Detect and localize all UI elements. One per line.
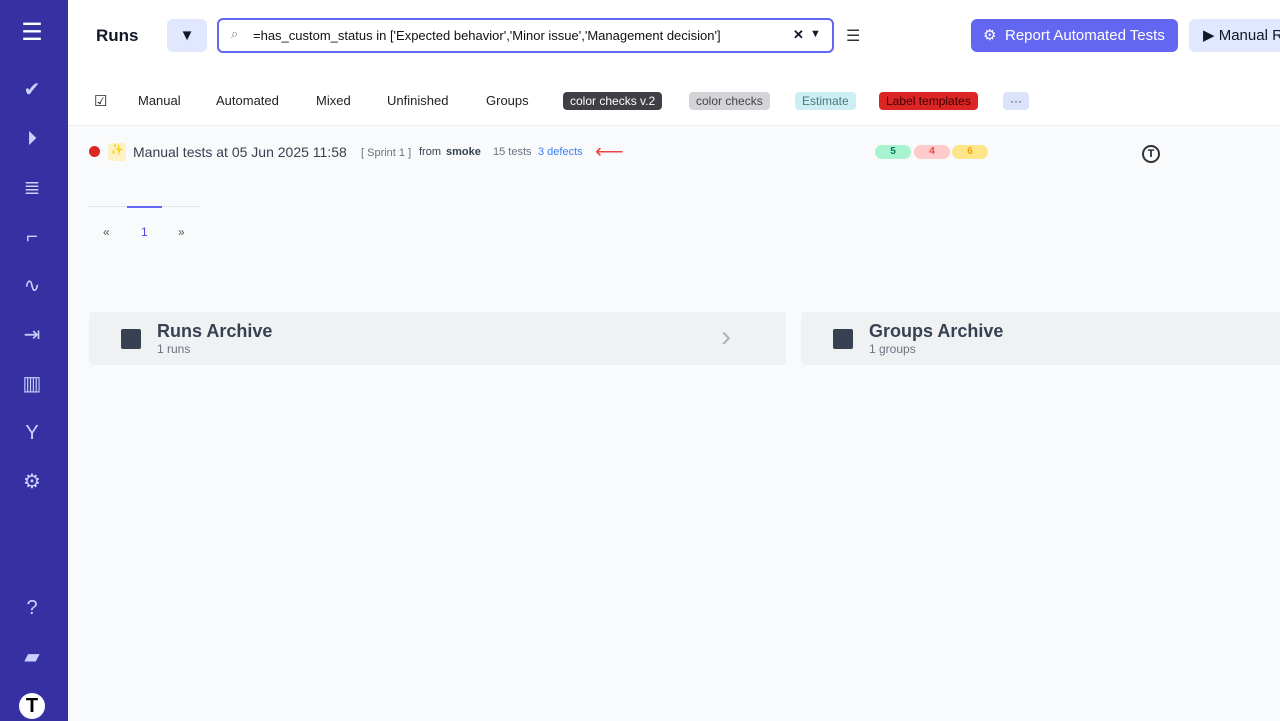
groups-archive-card[interactable]: Groups Archive 1 groups bbox=[801, 312, 1280, 365]
tab-manual[interactable]: Manual bbox=[138, 93, 181, 108]
archive-icon bbox=[833, 329, 853, 349]
groups-archive-count: 1 groups bbox=[869, 342, 916, 356]
import-icon[interactable]: ⇥ bbox=[23, 324, 41, 346]
run-from-prefix: from bbox=[419, 146, 441, 158]
pager-next[interactable]: » bbox=[178, 225, 185, 239]
skipped-count-badge: 6 bbox=[952, 145, 988, 159]
play-icon[interactable]: ⏵ bbox=[27, 128, 37, 150]
pager-page-1[interactable]: 1 bbox=[141, 225, 148, 239]
run-from: smoke bbox=[446, 146, 481, 158]
page-title: Runs bbox=[96, 26, 139, 45]
passed-count-badge: 5 bbox=[875, 145, 911, 159]
play-icon: ▶ bbox=[1203, 27, 1219, 44]
runs-archive-card[interactable]: Runs Archive 1 runs › bbox=[89, 312, 786, 365]
run-tests-count: 15 tests bbox=[493, 146, 532, 158]
manual-run-button[interactable]: ▶ Manual R bbox=[1189, 19, 1280, 52]
menu-icon[interactable]: ☰ bbox=[21, 19, 43, 46]
label-color-checks[interactable]: color checks bbox=[689, 92, 770, 110]
chevron-down-icon[interactable]: ▼ bbox=[810, 28, 821, 40]
runs-archive-count: 1 runs bbox=[157, 342, 191, 356]
checklist-icon[interactable]: ≣ bbox=[23, 177, 41, 199]
pager-active-indicator bbox=[127, 206, 162, 208]
clear-icon[interactable]: ✕ bbox=[793, 27, 804, 42]
archive-icon bbox=[121, 329, 141, 349]
testomat-logo-icon[interactable]: T bbox=[19, 693, 45, 719]
filter-icon: ▼ bbox=[179, 27, 195, 44]
runs-archive-title: Runs Archive bbox=[157, 321, 273, 341]
sliders-icon[interactable]: ☰ bbox=[846, 28, 861, 45]
stairs-icon[interactable]: ⌐ bbox=[26, 226, 38, 248]
label-color-checks-v2[interactable]: color checks v.2 bbox=[563, 92, 663, 110]
help-icon[interactable]: ? bbox=[26, 597, 38, 619]
arrow-left-icon: ⟵ bbox=[595, 141, 624, 163]
select-all-icon[interactable]: ☑ bbox=[94, 93, 108, 110]
tab-automated[interactable]: Automated bbox=[216, 93, 279, 108]
sidebar: ☰ ✔ ⏵ ≣ ⌐ ∿ ⇥ ▥ Y ⚙ ? ▰ T bbox=[0, 0, 68, 721]
pager-prev[interactable]: « bbox=[103, 225, 110, 239]
manual-label: Manual R bbox=[1218, 27, 1280, 44]
manual-run-icon: ✨ bbox=[108, 143, 126, 161]
label-estimate[interactable]: Estimate bbox=[795, 92, 856, 110]
label-templates[interactable]: Label templates bbox=[879, 92, 978, 110]
gear-icon[interactable]: ⚙ bbox=[23, 471, 41, 493]
branch-icon[interactable]: Y bbox=[25, 422, 39, 444]
run-defects-link[interactable]: 3 defects bbox=[538, 146, 583, 158]
run-title[interactable]: Manual tests at 05 Jun 2025 11:58 bbox=[133, 144, 347, 160]
failed-count-badge: 4 bbox=[914, 145, 950, 159]
check-icon[interactable]: ✔ bbox=[23, 79, 41, 101]
tab-unfinished[interactable]: Unfinished bbox=[387, 93, 449, 108]
chevron-right-icon: › bbox=[721, 320, 731, 353]
tab-groups[interactable]: Groups bbox=[486, 93, 529, 108]
gear-icon: ⚙ bbox=[983, 27, 997, 44]
search-input[interactable]: ⌕ =has_custom_status in ['Expected behav… bbox=[217, 18, 834, 53]
testomat-avatar-icon: T bbox=[1142, 145, 1160, 163]
pulse-icon[interactable]: ∿ bbox=[23, 275, 41, 297]
tabs-bar: ☑ Manual Automated Mixed Unfinished Grou… bbox=[68, 70, 1280, 126]
failed-status-icon bbox=[89, 146, 100, 157]
more-labels-button[interactable]: ··· bbox=[1003, 92, 1029, 110]
filter-button[interactable]: ▼ bbox=[167, 19, 207, 52]
search-icon: ⌕ bbox=[231, 26, 239, 41]
report-label: Report Automated Tests bbox=[1005, 27, 1165, 44]
run-sprint: [ Sprint 1 ] bbox=[361, 147, 412, 159]
tab-mixed[interactable]: Mixed bbox=[316, 93, 351, 108]
folder-icon[interactable]: ▰ bbox=[24, 646, 40, 668]
chart-icon[interactable]: ▥ bbox=[22, 373, 42, 395]
report-automated-tests-button[interactable]: ⚙ Report Automated Tests bbox=[971, 19, 1178, 52]
search-query: =has_custom_status in ['Expected behavio… bbox=[253, 28, 721, 43]
groups-archive-title: Groups Archive bbox=[869, 321, 1004, 341]
